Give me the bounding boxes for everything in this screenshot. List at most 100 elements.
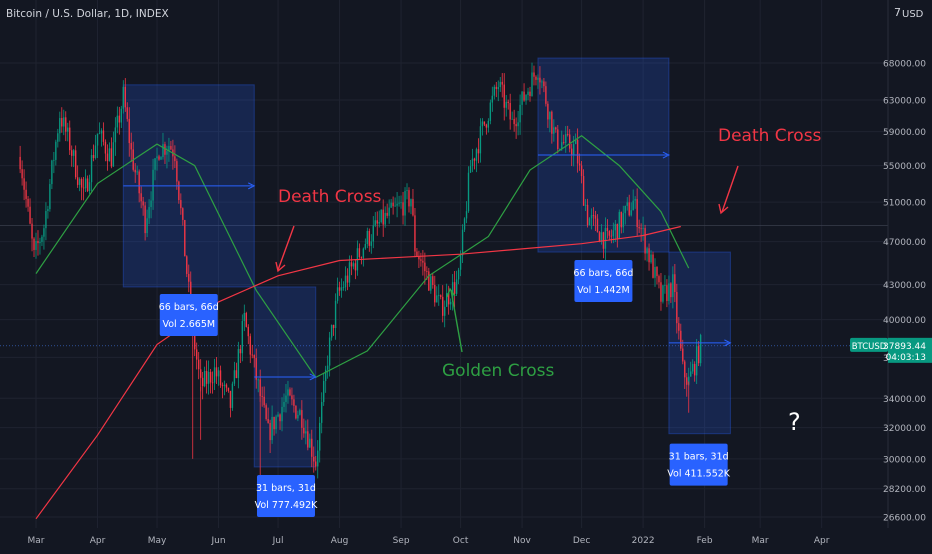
candle-body <box>184 219 186 257</box>
candle-body <box>386 212 388 216</box>
candle-body <box>693 364 696 376</box>
candle-body <box>422 260 424 263</box>
candle-body <box>140 193 142 202</box>
candle-body <box>322 381 325 403</box>
candle-body <box>463 218 466 230</box>
last-price-value: 37893.44 <box>883 342 926 352</box>
candle-body <box>309 438 311 448</box>
candle-body <box>636 199 638 228</box>
candle-body <box>642 228 644 229</box>
candle-body <box>136 171 138 173</box>
candle-body <box>684 361 686 378</box>
candle-body <box>197 359 200 370</box>
candle-body <box>453 282 456 294</box>
candle-body <box>699 334 702 364</box>
y-tick-label: 59000.00 <box>883 128 926 138</box>
candle-body <box>410 199 412 207</box>
candle-body <box>660 282 662 302</box>
candle-body <box>265 405 267 420</box>
candle-body <box>541 81 543 83</box>
candle-body <box>509 103 511 120</box>
candle-body <box>213 367 216 383</box>
candle-body <box>626 202 628 206</box>
candle-body <box>43 228 45 237</box>
candle-body <box>259 379 261 397</box>
candle-body <box>162 144 164 158</box>
candle-body <box>237 348 240 379</box>
candle-body <box>130 143 132 150</box>
candle-body <box>271 416 273 441</box>
candle-body <box>682 348 684 362</box>
candle-body <box>37 241 39 244</box>
candle-body <box>547 103 549 120</box>
candle-body <box>110 148 113 167</box>
annotation-arrow <box>721 165 739 213</box>
candle-body <box>559 148 561 150</box>
annotation-arrow-head <box>718 203 729 215</box>
candle-body <box>449 301 452 305</box>
candle-body <box>438 295 440 297</box>
candle-body <box>652 254 654 278</box>
candle-body <box>267 419 269 423</box>
candle-body <box>662 285 664 302</box>
candle-body <box>346 275 349 283</box>
y-tick-label: 68000.00 <box>883 60 926 70</box>
y-tick-label: 43000.00 <box>883 281 926 291</box>
currency-label[interactable]: USD <box>902 9 924 20</box>
candle-body <box>96 133 99 146</box>
y-tick-label: 26600.00 <box>883 514 926 524</box>
candle-body <box>382 209 384 225</box>
candle-body <box>124 86 126 108</box>
range-label-box <box>669 443 728 486</box>
candle-body <box>531 72 533 97</box>
candle-body <box>98 133 101 135</box>
bar-countdown: 04:03:13 <box>886 353 926 363</box>
candle-body <box>477 149 480 154</box>
candle-body <box>555 127 557 130</box>
x-tick-label: Mar <box>752 536 769 546</box>
candle-body <box>146 218 148 234</box>
candle-body <box>86 178 89 192</box>
moving-average-line <box>35 225 681 520</box>
candle-body <box>227 387 230 392</box>
candle-body <box>680 330 682 349</box>
candle-body <box>670 283 672 298</box>
candle-body <box>457 269 460 280</box>
candle-body <box>370 241 372 246</box>
candle-body <box>519 104 521 123</box>
candle-body <box>529 91 531 97</box>
candle-body <box>315 461 317 467</box>
candle-body <box>255 358 257 380</box>
candle-body <box>630 210 632 216</box>
candle-body <box>606 227 609 232</box>
candle-body <box>257 379 259 381</box>
candle-body <box>620 211 622 228</box>
candle-body <box>235 370 238 379</box>
range-arrow-head <box>662 151 671 159</box>
candle-body <box>126 107 128 119</box>
candle-body <box>326 365 329 370</box>
candle-body <box>442 296 444 316</box>
candle-body <box>152 169 154 201</box>
candle-body <box>176 161 178 182</box>
annotation-golden-cross: Golden Cross <box>442 361 554 381</box>
candle-body <box>261 396 263 397</box>
candle-body <box>644 228 646 254</box>
candle-body <box>23 178 25 190</box>
candle-body <box>166 151 168 155</box>
candle-body <box>301 410 303 428</box>
candle-body <box>168 146 170 152</box>
candle-body <box>396 203 398 206</box>
candle-body <box>549 111 551 120</box>
range-arrow-head <box>724 339 732 347</box>
x-tick-label: Oct <box>453 536 469 546</box>
candle-body <box>348 262 351 283</box>
candle-body <box>634 199 636 201</box>
candle-body <box>380 209 382 223</box>
candle-body <box>102 130 105 142</box>
candle-body <box>567 134 569 135</box>
candle-body <box>535 76 537 80</box>
x-tick-label: Apr <box>814 536 830 546</box>
